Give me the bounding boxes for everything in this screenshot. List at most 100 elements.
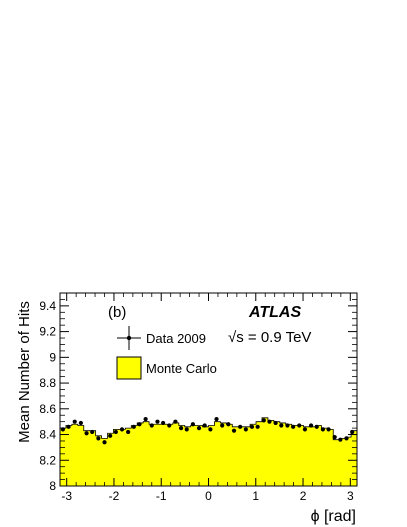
- mc-bin: [125, 428, 132, 486]
- data-point: [350, 429, 355, 435]
- data-point: [119, 427, 125, 432]
- data-point: [226, 422, 231, 427]
- mc-bin: [267, 420, 275, 486]
- data-point: [173, 419, 178, 424]
- data-point: [196, 426, 202, 431]
- data-point: [84, 431, 89, 436]
- x-tick-label: 0: [205, 489, 212, 503]
- data-point: [267, 419, 272, 424]
- mc-bin: [315, 425, 322, 486]
- mc-bin: [107, 433, 114, 486]
- mc-bin: [113, 429, 120, 486]
- data-point: [326, 427, 331, 432]
- mc-bin: [279, 422, 287, 486]
- x-tick-label: -3: [61, 489, 72, 503]
- y-tick-label: 8: [49, 479, 56, 493]
- y-tick-label: 9.4: [39, 299, 56, 313]
- mc-bin: [155, 424, 162, 486]
- data-point: [314, 424, 319, 429]
- y-tick-label: 8.8: [39, 376, 56, 390]
- data-point: [338, 437, 343, 442]
- mc-bin: [101, 438, 108, 486]
- data-point: [202, 423, 207, 428]
- mc-bin: [327, 429, 334, 486]
- data-point: [308, 423, 314, 428]
- panel-label: (b): [108, 304, 126, 321]
- mc-bin: [256, 421, 263, 486]
- data-point: [279, 423, 284, 428]
- data-point: [332, 435, 337, 440]
- mc-bin: [143, 421, 150, 486]
- mc-bin: [297, 425, 304, 486]
- data-point: [285, 423, 290, 428]
- legend-entry-monte-carlo: Monte Carlo: [116, 356, 217, 380]
- mc-bin: [250, 424, 257, 486]
- data-point: [220, 423, 225, 428]
- data-point: [344, 436, 349, 441]
- mc-bin: [131, 425, 138, 486]
- mc-bin: [89, 430, 97, 486]
- data-point: [131, 424, 136, 429]
- y-tick-label: 9.2: [39, 325, 56, 339]
- data-point: [297, 423, 302, 428]
- mc-bin: [60, 428, 67, 486]
- data-point: [72, 419, 77, 424]
- mc-bin: [291, 425, 298, 486]
- mc-bin: [351, 430, 358, 486]
- data-point: [231, 428, 237, 433]
- mc-bin: [309, 426, 316, 486]
- data-point: [143, 416, 148, 422]
- y-axis-label: Mean Number of Hits: [16, 301, 33, 443]
- mc-bin: [202, 426, 209, 486]
- mc-bin: [238, 426, 245, 486]
- x-tick-label: 3: [347, 489, 354, 503]
- mc-bin: [285, 424, 293, 486]
- x-axis-label: ϕ [rad]: [311, 508, 356, 525]
- data-point: [102, 440, 107, 445]
- data-point: [302, 427, 308, 432]
- data-point: [273, 420, 278, 426]
- mc-bin: [71, 424, 79, 486]
- data-point: [320, 427, 325, 432]
- mc-bin: [95, 435, 102, 486]
- x-tick-label: -2: [109, 489, 120, 503]
- mc-bin: [83, 430, 91, 486]
- y-tick-label: 8.2: [39, 453, 56, 467]
- data-point: [249, 424, 255, 429]
- legend-entry-data: Data 2009: [117, 326, 206, 350]
- mc-bin: [261, 417, 269, 486]
- data-point: [184, 427, 189, 432]
- ticks-layer: -3 -2 -1 0 1 2 3 8 8.2 8.4 8.6 8.8 9 9.2 9.4: [39, 292, 357, 503]
- data-point: [238, 424, 243, 429]
- mc-bin: [220, 422, 227, 486]
- data-point: [137, 422, 142, 427]
- y-tick-label: 8.4: [39, 428, 56, 442]
- legend-data-label: Data 2009: [146, 331, 206, 346]
- data-point: [126, 429, 131, 435]
- data-point: [255, 424, 260, 429]
- data-point: [178, 426, 184, 431]
- legend-data-marker-dot: [126, 335, 132, 341]
- data-point: [161, 420, 166, 426]
- y-tick-label: 9: [49, 350, 56, 364]
- mc-bin: [321, 428, 328, 486]
- mc-bin: [208, 425, 215, 486]
- data-point: [149, 423, 154, 428]
- mc-bin: [232, 426, 239, 486]
- mc-bin: [226, 424, 233, 486]
- mc-bin: [184, 426, 192, 486]
- monte-carlo-layer: [60, 417, 358, 486]
- data-point: [108, 433, 113, 438]
- data-point: [261, 418, 266, 423]
- x-tick-label: 2: [300, 489, 307, 503]
- legend-mc-label: Monte Carlo: [146, 361, 217, 376]
- mc-bin: [273, 421, 281, 486]
- energy-label: √s = 0.9 TeV: [228, 329, 311, 346]
- data-point: [167, 423, 172, 428]
- data-point: [190, 422, 196, 427]
- mc-bin: [345, 437, 352, 486]
- y-tick-label: 8.6: [39, 402, 56, 416]
- mc-bin: [172, 422, 180, 486]
- data-point: [155, 419, 160, 424]
